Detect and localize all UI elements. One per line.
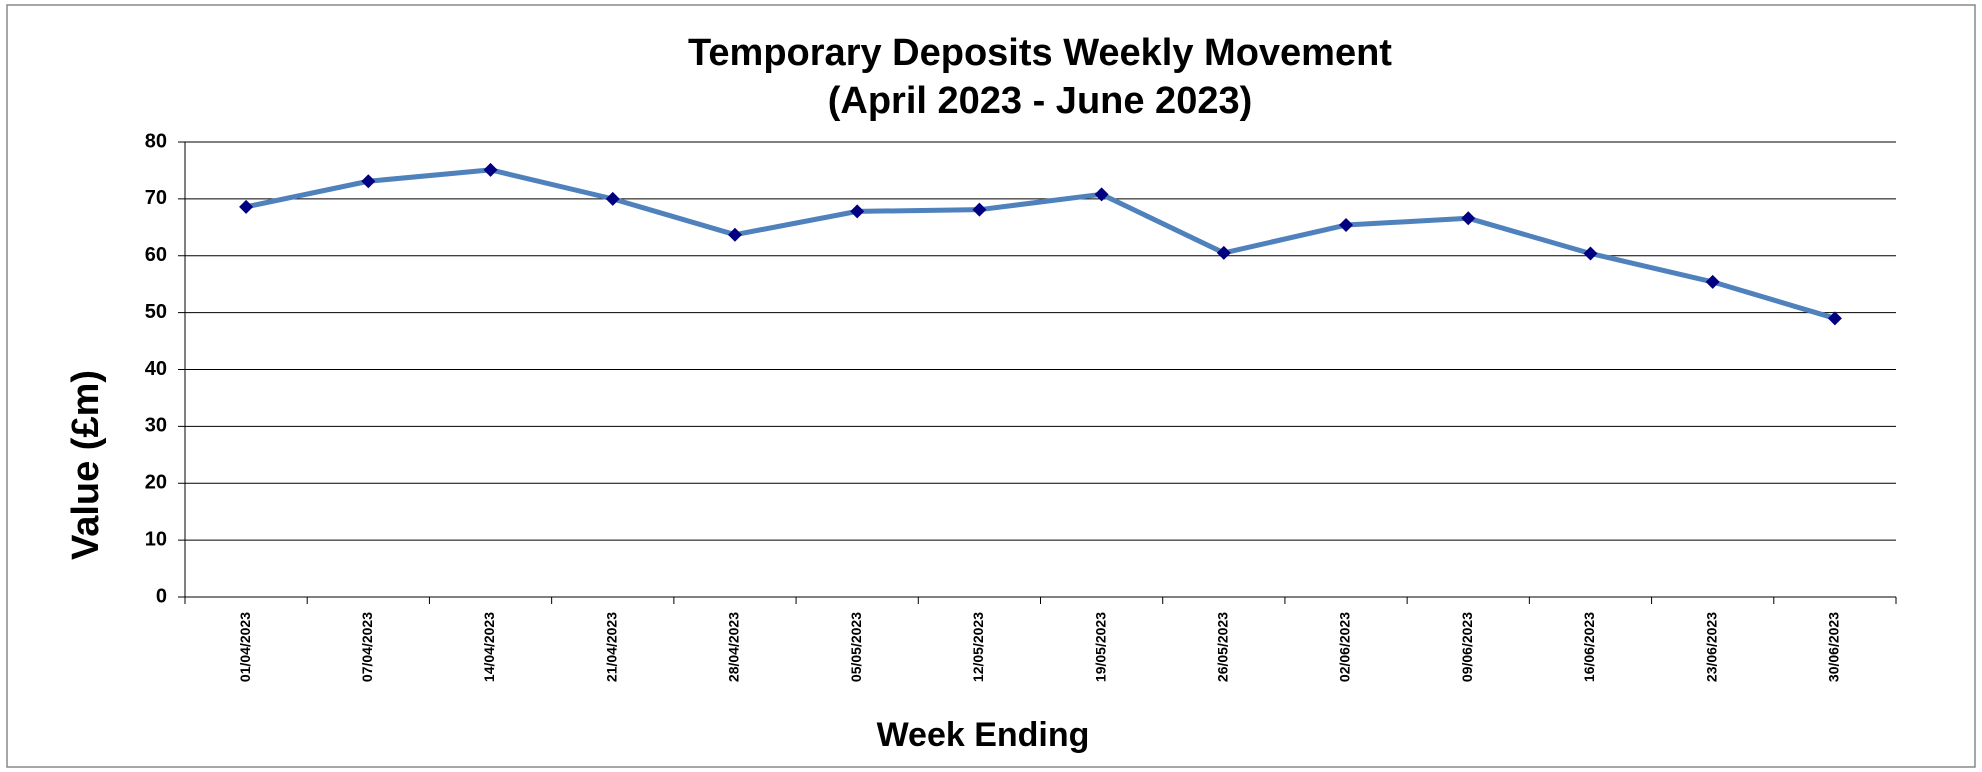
- x-tick-label: 09/06/2023: [1459, 612, 1475, 682]
- x-tick-label: 30/06/2023: [1826, 612, 1842, 682]
- data-line: [245, 167, 1836, 321]
- data-point: [1583, 246, 1598, 261]
- x-tick-label: 07/04/2023: [359, 612, 375, 682]
- data-point: [1094, 187, 1109, 202]
- data-point: [361, 174, 376, 189]
- data-point: [1461, 211, 1476, 226]
- chart-title: Temporary Deposits Weekly Movement: [688, 32, 1392, 74]
- x-tick-label: 26/05/2023: [1215, 612, 1231, 682]
- y-axis-title: Value (£m): [65, 370, 107, 560]
- y-tick-label: 50: [145, 301, 167, 323]
- data-point: [850, 204, 865, 219]
- data-point: [1339, 218, 1354, 233]
- y-tick-label: 0: [156, 585, 167, 607]
- data-point: [483, 162, 498, 177]
- data-point: [727, 227, 742, 242]
- x-tick-label: 02/06/2023: [1337, 612, 1353, 682]
- y-tick-label: 10: [145, 528, 167, 550]
- x-tick-label: 23/06/2023: [1703, 612, 1719, 682]
- x-tick-label: 12/05/2023: [970, 612, 986, 682]
- data-point: [239, 199, 254, 214]
- x-tick-label: 14/04/2023: [481, 612, 497, 682]
- data-point: [1216, 245, 1231, 260]
- chart-subtitle: (April 2023 - June 2023): [828, 80, 1253, 122]
- y-tick-label: 80: [145, 130, 167, 152]
- data-point: [1705, 274, 1720, 289]
- chart-border: [6, 4, 1976, 768]
- data-point: [972, 202, 987, 217]
- x-tick-label: 16/06/2023: [1581, 612, 1597, 682]
- y-tick-label: 20: [145, 472, 167, 494]
- x-axis-title: Week Ending: [877, 716, 1090, 754]
- y-tick-label: 60: [145, 244, 167, 266]
- x-tick-label: 05/05/2023: [848, 612, 864, 682]
- x-tick-label: 28/04/2023: [726, 612, 742, 682]
- data-point: [1827, 311, 1842, 326]
- x-tick-label: 21/04/2023: [603, 612, 619, 682]
- x-tick-label: 19/05/2023: [1092, 612, 1108, 682]
- y-tick-label: 30: [145, 415, 167, 437]
- data-point: [605, 191, 620, 206]
- x-tick-label: 01/04/2023: [237, 612, 253, 682]
- y-tick-label: 70: [145, 187, 167, 209]
- y-tick-label: 40: [145, 358, 167, 380]
